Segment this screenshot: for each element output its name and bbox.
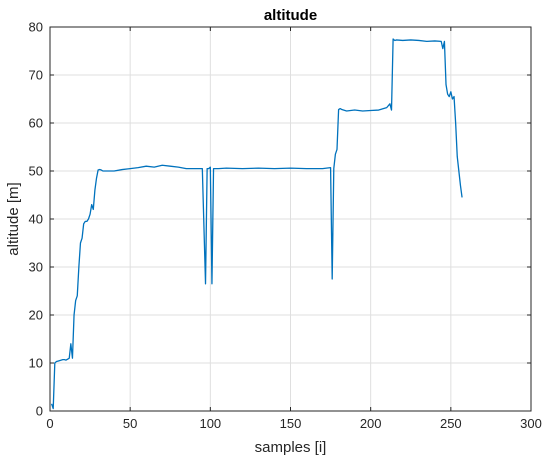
y-tick-label: 0 [36, 404, 43, 419]
ticks: 0 50 100 150 200 250 300 0 10 20 30 40 50 60 70 80 [29, 20, 542, 432]
x-tick-label: 100 [199, 416, 221, 431]
y-tick-label: 30 [29, 260, 43, 275]
chart-title: altitude [264, 7, 317, 24]
x-tick-label: 150 [280, 416, 302, 431]
y-tick-label: 70 [29, 68, 43, 83]
x-tick-label: 50 [123, 416, 137, 431]
x-tick-label: 0 [46, 416, 53, 431]
x-axis-label: samples [i] [255, 439, 327, 456]
y-axis-label: altitude [m] [5, 182, 22, 255]
grid [49, 26, 532, 412]
x-tick-label: 300 [520, 416, 542, 431]
x-tick-label: 250 [440, 416, 462, 431]
x-tick-label: 200 [360, 416, 382, 431]
y-tick-label: 60 [29, 116, 43, 131]
series-layer [50, 38, 463, 410]
y-tick-label: 40 [29, 212, 43, 227]
y-tick-label: 10 [29, 356, 43, 371]
altitude-series-line [50, 38, 463, 410]
y-tick-label: 50 [29, 164, 43, 179]
y-tick-label: 20 [29, 308, 43, 323]
y-tick-label: 80 [29, 20, 43, 35]
